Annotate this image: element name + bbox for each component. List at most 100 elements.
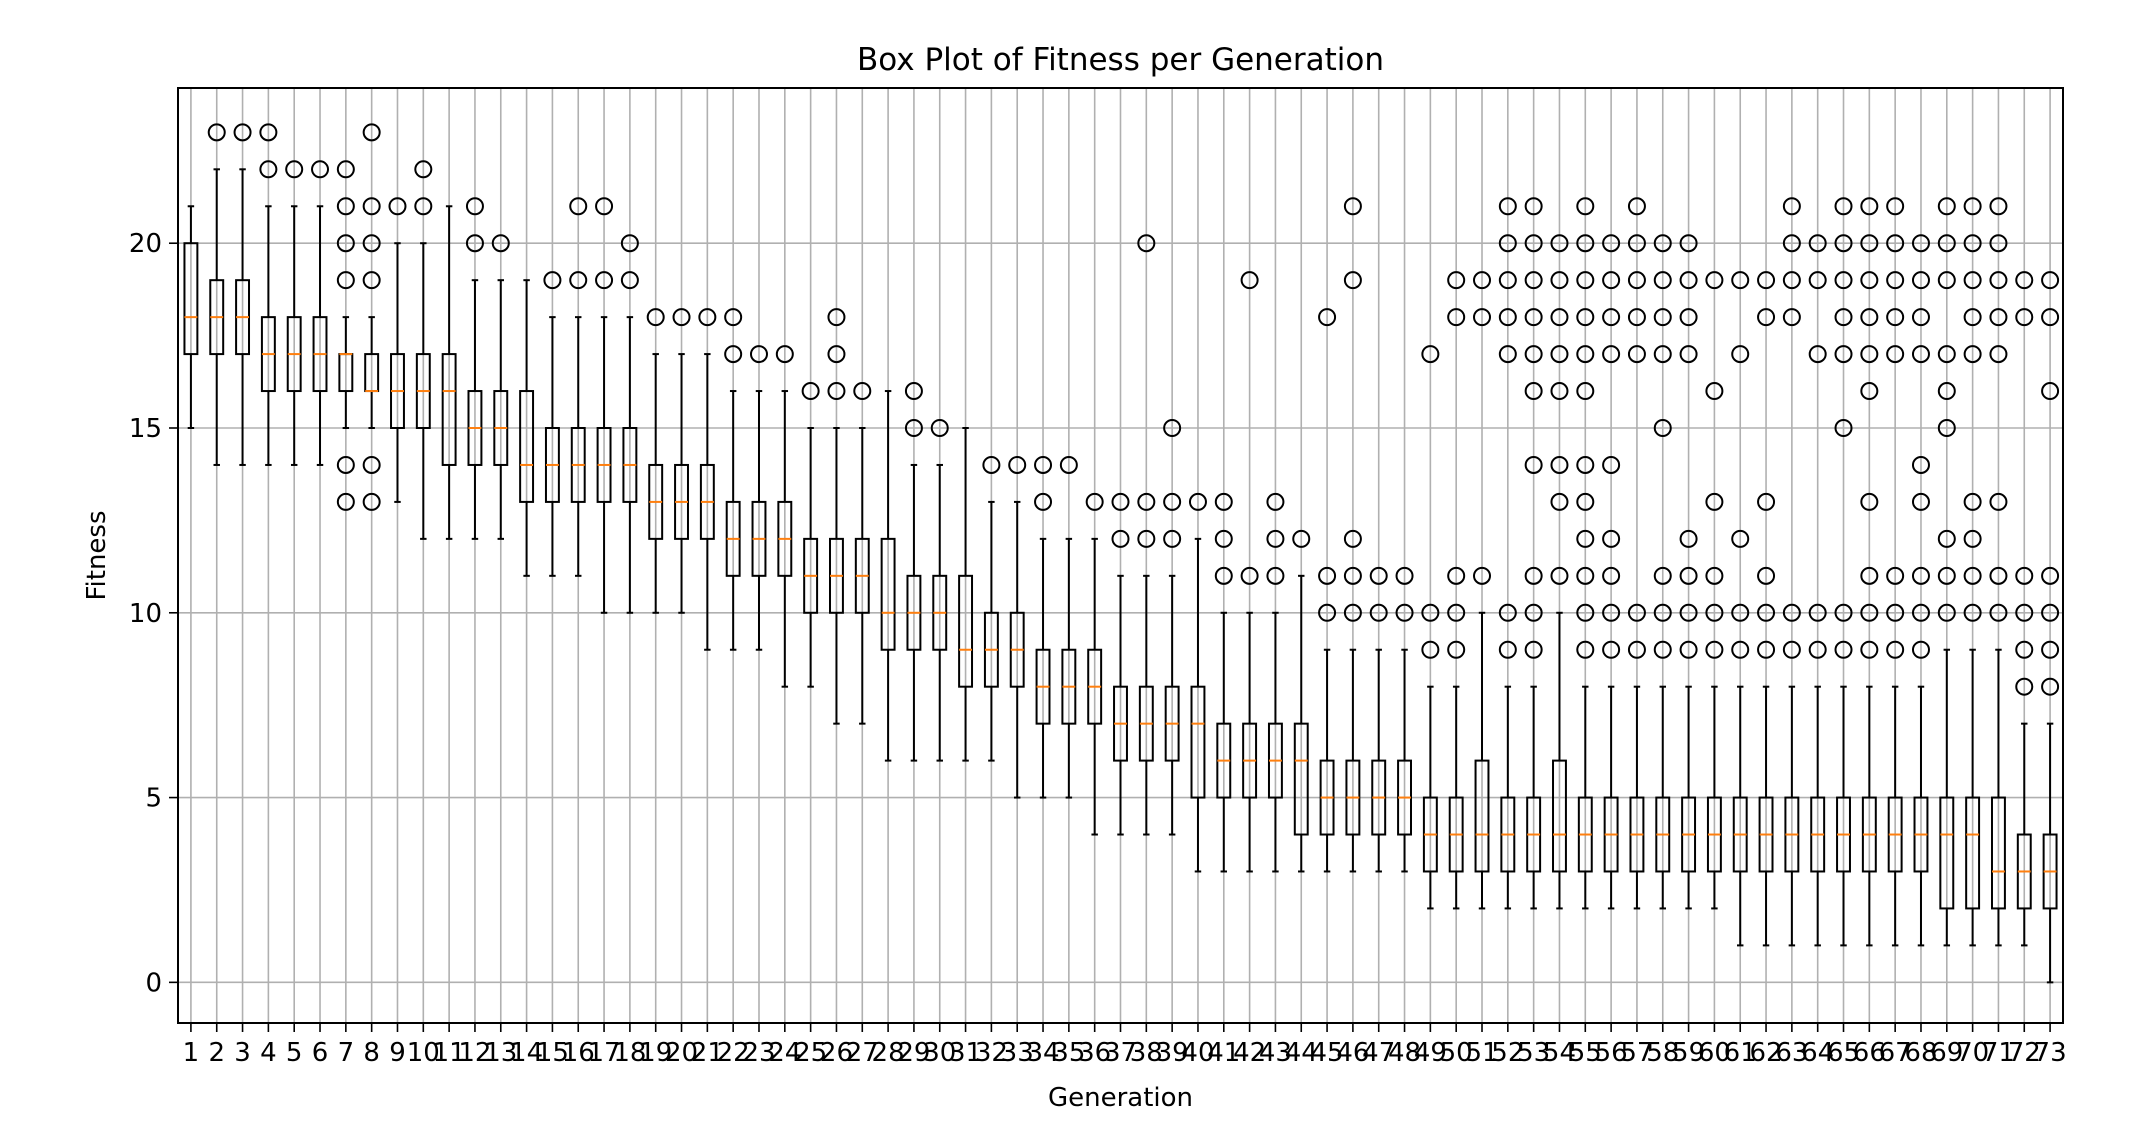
outlier-point [1860, 492, 1879, 511]
outlier-point [1576, 603, 1595, 622]
box-group [595, 197, 614, 614]
outlier-point [595, 271, 614, 290]
outlier-point [1498, 308, 1517, 327]
outlier-point [827, 308, 846, 327]
outlier-point [1731, 345, 1750, 364]
outlier-point [1679, 308, 1698, 327]
box-group [1034, 455, 1053, 799]
box-group [1653, 234, 1672, 910]
iqr-box [1474, 759, 1490, 873]
outlier-point [1731, 529, 1750, 548]
outlier-point [2041, 677, 2060, 696]
x-tick-label: 48 [1388, 1038, 1421, 1068]
outlier-point [930, 419, 949, 437]
outlier-point [1266, 529, 1285, 548]
outlier-point [362, 271, 381, 290]
outlier-point [1705, 566, 1724, 585]
box-group [1911, 234, 1930, 947]
outlier-point [1653, 345, 1672, 364]
outlier-point [1627, 640, 1646, 659]
outlier-point [1679, 271, 1698, 290]
outlier-point [1576, 492, 1595, 511]
outlier-point [1860, 308, 1879, 327]
outlier-point [595, 197, 614, 216]
x-tick-label: 69 [1930, 1038, 1963, 1068]
outlier-point [2041, 640, 2060, 659]
outlier-point [827, 382, 846, 401]
x-tick-label: 35 [1052, 1038, 1085, 1068]
outlier-point [1524, 455, 1543, 474]
outlier-point [698, 308, 717, 327]
outlier-point [1705, 271, 1724, 290]
x-tick-label: 44 [1285, 1038, 1318, 1068]
box-group [1240, 271, 1259, 873]
outlier-point [1705, 603, 1724, 622]
outlier-point [1886, 345, 1905, 364]
outlier-point [1886, 271, 1905, 290]
x-tick-label: 46 [1336, 1038, 1369, 1068]
box-group [982, 455, 1001, 762]
x-tick-label: 41 [1207, 1038, 1240, 1068]
outlier-point [1653, 603, 1672, 622]
outlier-point [1524, 271, 1543, 290]
y-tick-label: 0 [145, 968, 162, 998]
outlier-point [259, 123, 278, 142]
outlier-point [904, 382, 923, 401]
outlier-point [1111, 529, 1130, 548]
outlier-point [1782, 197, 1801, 216]
chart-title: Box Plot of Fitness per Generation [857, 42, 1384, 78]
box-group [1085, 492, 1104, 836]
outlier-point [1447, 603, 1466, 622]
outlier-point [1137, 234, 1156, 253]
x-tick-label: 63 [1775, 1038, 1808, 1068]
outlier-point [336, 455, 355, 474]
x-tick-label: 53 [1517, 1038, 1550, 1068]
outlier-point [1292, 529, 1311, 548]
outlier-point [1395, 566, 1414, 585]
box-group [259, 123, 278, 466]
box-group [1757, 271, 1776, 947]
outlier-point [1576, 234, 1595, 253]
outlier-point [207, 123, 226, 142]
outlier-point [1963, 234, 1982, 253]
x-tick-label: 57 [1620, 1038, 1653, 1068]
x-tick-label: 6 [312, 1038, 329, 1068]
outlier-point [362, 455, 381, 474]
outlier-point [1989, 234, 2008, 253]
iqr-box [1552, 759, 1567, 873]
box-group [958, 427, 974, 762]
x-tick-label: 8 [363, 1038, 380, 1068]
box-group [1369, 566, 1388, 873]
outlier-point [1421, 345, 1440, 364]
x-tick-label: 62 [1750, 1038, 1783, 1068]
outlier-point [1989, 345, 2008, 364]
box-group [930, 419, 949, 762]
outlier-point [2015, 603, 2034, 622]
box-group [1473, 271, 1492, 910]
box-group [362, 123, 381, 511]
outlier-point [2041, 271, 2060, 290]
outlier-point [1989, 271, 2008, 290]
outlier-point [1498, 640, 1517, 659]
outlier-point [1447, 566, 1466, 585]
outlier-point [1524, 234, 1543, 253]
outlier-point [1550, 308, 1569, 327]
outlier-point [853, 382, 872, 401]
box-group [1214, 492, 1233, 873]
outlier-point [1602, 271, 1621, 290]
outlier-point [414, 197, 433, 216]
outlier-point [1318, 308, 1337, 327]
outlier-point [1524, 197, 1543, 216]
outlier-point [1447, 271, 1466, 290]
outlier-point [1034, 492, 1053, 511]
box-group [336, 160, 355, 511]
outlier-point [1757, 603, 1776, 622]
outlier-point [646, 308, 665, 327]
x-tick-label: 28 [872, 1038, 905, 1068]
outlier-point [1808, 271, 1827, 290]
outlier-point [1989, 566, 2008, 585]
outlier-point [1550, 345, 1569, 364]
outlier-point [1937, 197, 1956, 216]
box-group [491, 234, 510, 540]
